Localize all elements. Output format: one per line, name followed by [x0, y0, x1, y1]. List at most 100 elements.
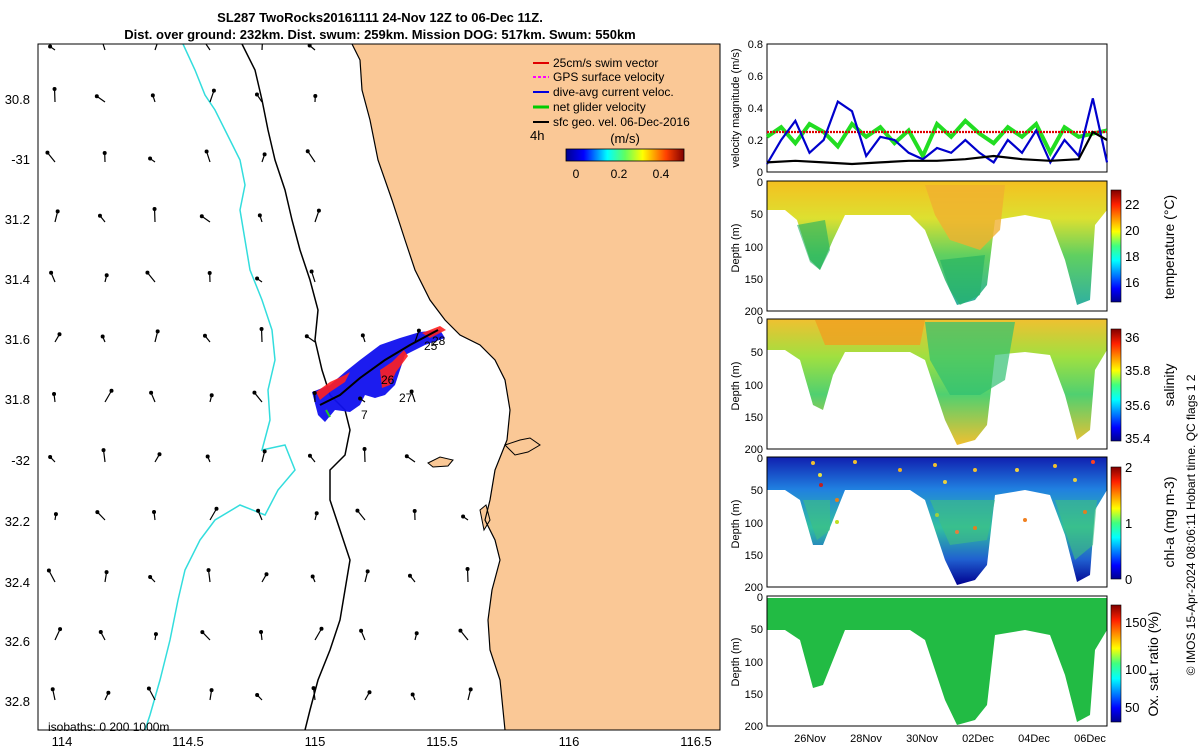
velocity-vector-head [257, 213, 262, 218]
velocity-vector [261, 44, 263, 51]
sal-cbar-label: salinity [1161, 364, 1177, 407]
velocity-vector-head [148, 156, 153, 161]
velocity-vector-head [211, 88, 216, 93]
time-x-tick: 28Nov [850, 733, 882, 745]
sal-y-tick: 150 [745, 412, 763, 424]
map-x-tick: 114 [52, 734, 73, 749]
velocity-vector-head [262, 449, 267, 454]
velocity-vector-head [355, 508, 360, 513]
sal-cbar-tick: 36 [1125, 330, 1139, 345]
temp-y-tick: 200 [745, 306, 763, 318]
velocity-vector-head [458, 628, 463, 633]
ox-y-tick: 150 [745, 689, 763, 701]
velocity-vector-head [50, 687, 55, 692]
velocity-vector-head [311, 686, 316, 691]
chl-colorbar [1110, 466, 1122, 580]
temperature-field [767, 181, 1107, 305]
sal-y-tick: 100 [745, 380, 763, 392]
ox-y-tick: 200 [745, 721, 763, 733]
chl-cbar-tick: 0 [1125, 572, 1132, 587]
surface-velocity-vectors [45, 38, 473, 701]
map-x-tick: 116.5 [680, 734, 712, 749]
velocity-vector-head [55, 209, 60, 214]
velocity-vector-head [94, 94, 99, 99]
velocity-vector-head [149, 390, 154, 395]
coastline [351, 44, 511, 730]
velocity-vector-head [407, 573, 412, 578]
day-label: 7 [361, 408, 368, 422]
credit-text: © IMOS 15-Apr-2024 08:06:11 Hobart time.… [1184, 374, 1198, 675]
velocity-vector-head [209, 393, 214, 398]
vel-y-tick: 0.6 [748, 71, 763, 83]
chl-y-tick: 50 [751, 485, 763, 497]
chl-point [1083, 510, 1087, 514]
velocity-vector-head [157, 452, 162, 457]
vel-y-label: velocity magnitude (m/s) [730, 48, 742, 167]
series-line-net-glider-velocity [765, 117, 1108, 161]
sal-y-tick: 0 [757, 315, 763, 327]
velocity-vector-head [201, 38, 204, 41]
sal-y-label: Depth (m) [730, 362, 742, 411]
colorbar-tick: 0.2 [611, 167, 628, 181]
map-panel: 25 26 27 28 7 30.8 -31 31.2 31.4 31.6 31… [5, 38, 721, 749]
velocity-vector-head [214, 506, 219, 511]
velocity-vector-head [316, 208, 321, 213]
velocity-vector-head [57, 332, 62, 337]
colorbar-unit: (m/s) [610, 131, 640, 146]
chl-point [898, 468, 902, 472]
velocity-vector-head [307, 44, 312, 48]
chl-point [819, 483, 823, 487]
chlorophyll-mid-green [803, 500, 1097, 560]
salinity-panel: 36 35.8 35.6 35.4 salinity 0 50 100 150 … [730, 315, 1177, 456]
velocity-vector-head [261, 39, 264, 42]
ox-y-label: Depth (m) [730, 638, 742, 687]
temp-y-label: Depth (m) [730, 224, 742, 273]
velocity-vector-head [209, 688, 214, 693]
legend-label: sfc geo. vel. 06-Dec-2016 [553, 115, 690, 129]
map-x-axis: 114 114.5 115 115.5 116 116.5 [52, 734, 712, 749]
day-label: 26 [381, 373, 395, 387]
time-x-tick: 06Dec [1074, 733, 1106, 745]
chl-point [835, 520, 839, 524]
sal-cbar-tick: 35.6 [1125, 398, 1150, 413]
map-y-tick: 32.2 [5, 514, 30, 529]
chlorophyll-points [811, 460, 1095, 534]
chl-point [1091, 460, 1095, 464]
velocity-vector-head [58, 627, 63, 632]
velocity-vector-head [53, 512, 58, 517]
chl-point [1015, 468, 1019, 472]
velocity-vector-head [153, 632, 158, 637]
velocity-vector-head [358, 396, 363, 401]
chl-point [1073, 478, 1077, 482]
velocity-vector-head [48, 454, 53, 459]
velocity-vector-head [365, 569, 370, 574]
velocity-vector-head [312, 391, 317, 396]
velocity-vector-head [48, 44, 53, 49]
temperature-panel: 22 20 18 16 temperature (°C) 0 50 100 15… [730, 177, 1177, 318]
chl-y-tick: 150 [745, 550, 763, 562]
velocity-vector-head [101, 448, 106, 453]
land-mass [352, 44, 720, 730]
velocity-vector-head [367, 690, 372, 695]
velocity-vector-head [410, 692, 415, 697]
ox-cbar-tick: 100 [1125, 662, 1147, 677]
velocity-vector-head [104, 273, 109, 278]
velocity-vector-head [259, 630, 264, 635]
velocity-vector-head [109, 388, 114, 393]
ox-cbar-tick: 50 [1125, 700, 1139, 715]
series-line-sfc-geo-vel- [766, 130, 1108, 166]
velocity-vector-head [156, 44, 159, 45]
time-x-tick: 02Dec [962, 733, 994, 745]
velocity-vector-head [255, 276, 260, 281]
map-y-tick: 31.8 [5, 392, 30, 407]
velocity-vector [154, 44, 158, 51]
chl-point [973, 526, 977, 530]
velocity-vector-head [100, 334, 105, 339]
map-frame [37, 43, 721, 731]
map-x-tick: 115 [305, 734, 326, 749]
velocity-vector-head [359, 628, 364, 633]
time-series-panels: 0 0.2 0.4 0.6 0.8 velocity magnitude (m/… [730, 39, 1198, 745]
sal-cbar-tick: 35.4 [1125, 431, 1150, 446]
isobath-1000m [144, 44, 296, 730]
chl-y-tick: 100 [745, 518, 763, 530]
